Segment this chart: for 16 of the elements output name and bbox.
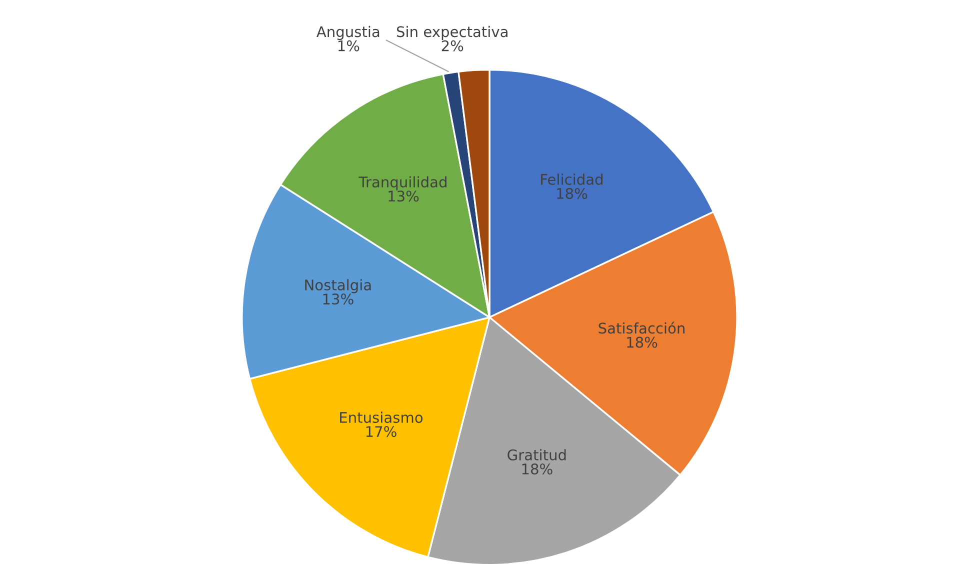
- data-label: 18%: [557, 188, 588, 199]
- data-label: 18%: [522, 463, 552, 475]
- slice-label: Felicidad: [541, 174, 602, 185]
- slice-label: Angustia: [316, 26, 380, 40]
- slice-label: Sin expectativa: [396, 26, 508, 40]
- slice-label: Nostalgia: [305, 279, 371, 294]
- slice-label: Tranquilidad: [358, 176, 446, 190]
- data-label: 17%: [366, 426, 396, 438]
- data-label: 13%: [323, 294, 354, 305]
- data-label: 13%: [388, 190, 419, 202]
- slice-label: Entusiasmo: [340, 412, 423, 423]
- data-label: 18%: [627, 336, 658, 348]
- slice-label: Gratitud: [508, 449, 566, 460]
- slice-label: Satisfacción: [598, 322, 684, 334]
- data-label: 1%: [338, 40, 360, 52]
- data-label: 2%: [442, 40, 464, 52]
